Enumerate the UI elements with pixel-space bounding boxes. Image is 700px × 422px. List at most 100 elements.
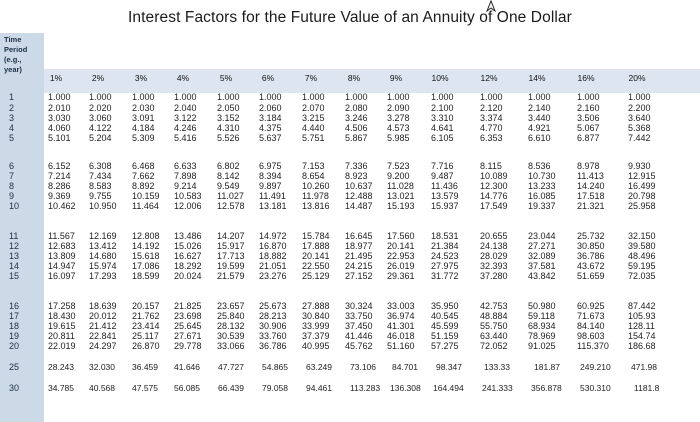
factor-cell: 2.040: [174, 103, 197, 113]
factor-cell: 471.98: [631, 362, 657, 372]
factor-cell: 7.214: [48, 171, 71, 181]
factor-cell: 11.491: [259, 191, 286, 201]
factor-cell: 12.006: [174, 201, 202, 211]
factor-cell: 7.662: [132, 171, 155, 181]
factor-cell: 37.450: [345, 321, 373, 331]
rate-header-20pct: 20%: [628, 73, 646, 83]
period-label: 1: [9, 92, 15, 102]
factor-cell: 4.770: [480, 123, 503, 133]
factor-cell: 57.275: [431, 341, 459, 351]
rate-header-5pct: 5%: [219, 73, 233, 83]
factor-cell: 15.937: [431, 201, 459, 211]
factor-cell: 22.841: [89, 331, 117, 341]
period-label: 6: [9, 161, 15, 171]
factor-cell: 33.999: [302, 321, 330, 331]
factor-cell: 9.214: [174, 181, 197, 191]
factor-cell: 51.159: [431, 331, 459, 341]
factor-cell: 23.698: [174, 311, 202, 321]
factor-cell: 21.825: [174, 301, 202, 311]
factor-cell: 40.545: [431, 311, 459, 321]
factor-cell: 17.086: [132, 261, 160, 271]
factor-cell: 23.657: [217, 301, 245, 311]
factor-cell: 40.995: [302, 341, 330, 351]
factor-cell: 31.772: [431, 271, 459, 281]
factor-cell: 8.654: [302, 171, 325, 181]
factor-cell: 59.195: [628, 261, 656, 271]
factor-cell: 66.439: [218, 383, 244, 393]
factor-cell: 11.436: [431, 181, 458, 191]
factor-cell: 12.578: [217, 201, 245, 211]
factor-cell: 22.550: [302, 261, 330, 271]
factor-cell: 6.308: [89, 161, 112, 171]
factor-cell: 13.021: [387, 191, 415, 201]
factor-cell: 9.755: [89, 191, 112, 201]
factor-cell: 4.122: [89, 123, 112, 133]
factor-cell: 14.207: [217, 231, 245, 241]
factor-cell: 37.280: [480, 271, 508, 281]
factor-cell: 3.506: [577, 113, 600, 123]
factor-cell: 241.333: [482, 383, 513, 393]
factor-cell: 11.413: [577, 171, 604, 181]
factor-cell: 3.060: [89, 113, 112, 123]
factor-cell: 13.816: [302, 201, 330, 211]
factor-cell: 23.276: [259, 271, 287, 281]
factor-cell: 9.487: [431, 171, 454, 181]
factor-cell: 26.019: [387, 261, 415, 271]
factor-cell: 17.560: [387, 231, 415, 241]
factor-cell: 11.978: [302, 191, 329, 201]
factor-cell: 9.369: [48, 191, 71, 201]
factor-cell: 9.549: [217, 181, 240, 191]
factor-cell: 2.120: [480, 103, 503, 113]
factor-cell: 20.157: [132, 301, 160, 311]
factor-cell: 1.000: [217, 92, 240, 102]
factor-cell: 181.87: [534, 362, 560, 372]
factor-cell: 14.776: [480, 191, 508, 201]
factor-cell: 18.639: [89, 301, 117, 311]
factor-cell: 1.000: [480, 92, 503, 102]
factor-cell: 21.384: [431, 241, 459, 251]
factor-cell: 72.052: [480, 341, 508, 351]
factor-cell: 24.523: [431, 251, 459, 261]
factor-cell: 7.434: [89, 171, 112, 181]
factor-cell: 5.985: [387, 133, 410, 143]
factor-cell: 20.811: [48, 331, 75, 341]
factor-cell: 5.637: [259, 133, 282, 143]
factor-cell: 54.865: [262, 362, 288, 372]
factor-cell: 2.030: [132, 103, 155, 113]
factor-cell: 105.93: [628, 311, 656, 321]
factor-cell: 14.680: [89, 251, 117, 261]
factor-cell: 164.494: [433, 383, 464, 393]
factor-cell: 1.000: [628, 92, 651, 102]
factor-cell: 2.090: [387, 103, 410, 113]
factor-cell: 68.934: [528, 321, 556, 331]
factor-cell: 40.568: [89, 383, 115, 393]
factor-cell: 19.615: [48, 321, 76, 331]
factor-cell: 5.101: [48, 133, 71, 143]
factor-cell: 2.060: [259, 103, 282, 113]
factor-cell: 45.762: [345, 341, 373, 351]
factor-cell: 15.974: [89, 261, 117, 271]
factor-cell: 25.117: [132, 331, 159, 341]
factor-cell: 27.671: [174, 331, 202, 341]
factor-cell: 10.159: [132, 191, 160, 201]
factor-cell: 17.888: [302, 241, 330, 251]
factor-cell: 133.33: [484, 362, 510, 372]
factor-cell: 21.579: [217, 271, 245, 281]
factor-cell: 25.958: [628, 201, 656, 211]
period-header-label: Time Period (e.g., year): [4, 35, 44, 75]
period-label: 14: [9, 261, 20, 271]
factor-cell: 21.321: [577, 201, 605, 211]
factor-cell: 15.026: [174, 241, 202, 251]
factor-cell: 6.610: [528, 133, 551, 143]
factor-cell: 36.459: [132, 362, 158, 372]
factor-cell: 16.097: [48, 271, 76, 281]
factor-cell: 41.446: [345, 331, 373, 341]
factor-cell: 14.487: [345, 201, 373, 211]
factor-cell: 47.575: [132, 383, 158, 393]
factor-cell: 24.297: [89, 341, 117, 351]
factor-cell: 19.599: [217, 261, 245, 271]
factor-cell: 6.468: [132, 161, 155, 171]
factor-cell: 4.440: [302, 123, 325, 133]
factor-cell: 2.010: [48, 103, 71, 113]
factor-cell: 20.012: [89, 311, 117, 321]
